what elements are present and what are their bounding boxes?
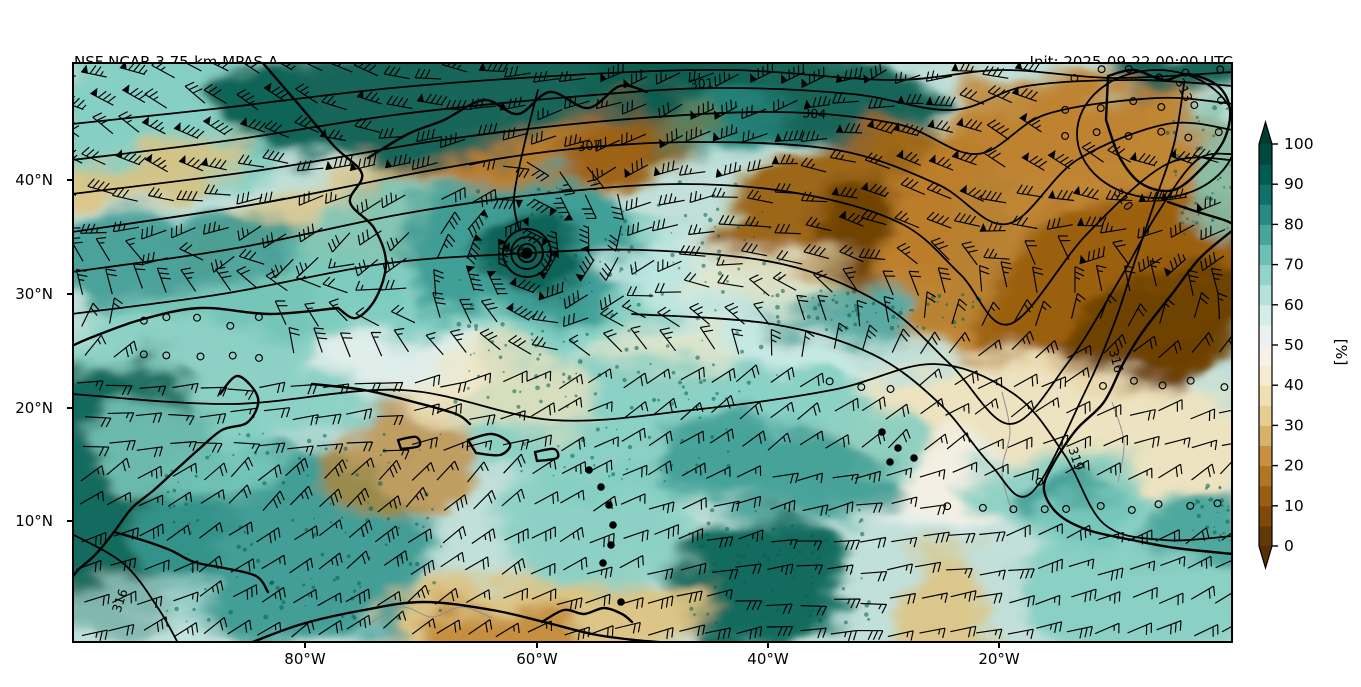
coastline bbox=[1166, 200, 1233, 226]
y-tick-label: 30°N bbox=[15, 284, 53, 303]
coastline bbox=[533, 447, 560, 463]
colorbar-gradient bbox=[1259, 144, 1272, 547]
colorbar-scale: 0 10 20 30 40 50 60 70 80 90 100 [%] bbox=[1258, 119, 1350, 571]
y-tick-label: 20°N bbox=[15, 398, 53, 417]
colorbar-unit-label: [%] bbox=[1332, 339, 1350, 366]
coastline bbox=[1042, 228, 1233, 556]
height-contour bbox=[72, 79, 1233, 161]
x-tick-mark bbox=[536, 643, 538, 648]
y-tick-label: 10°N bbox=[15, 512, 53, 531]
tropical-cyclone-symbol bbox=[502, 228, 552, 278]
colorbar-tick-label: 80 bbox=[1284, 215, 1304, 233]
height-contour bbox=[631, 83, 1185, 498]
x-tick-mark bbox=[304, 643, 306, 648]
y-tick-mark bbox=[67, 179, 72, 181]
humidity-field-layer bbox=[72, 62, 1233, 643]
height-contour bbox=[72, 121, 1233, 233]
humidity-speckle-layer bbox=[164, 105, 1233, 628]
y-tick-label: 40°N bbox=[15, 171, 53, 189]
x-tick-label: 80°W bbox=[284, 650, 326, 668]
coastline bbox=[540, 606, 634, 624]
height-contour bbox=[72, 156, 1233, 326]
x-tick-label: 20°W bbox=[978, 650, 1020, 668]
height-contour bbox=[513, 89, 539, 231]
y-tick-mark bbox=[67, 407, 72, 409]
x-tick-mark bbox=[767, 643, 769, 648]
island-dot bbox=[609, 521, 617, 529]
colorbar-tick-label: 0 bbox=[1284, 537, 1294, 555]
colorbar-tick-label: 100 bbox=[1284, 135, 1314, 153]
colorbar-arrow-top bbox=[1259, 122, 1272, 144]
colorbar-tick-label: 40 bbox=[1284, 376, 1304, 394]
coastline bbox=[366, 84, 649, 160]
coastline bbox=[72, 374, 260, 580]
colorbar-tick-label: 30 bbox=[1284, 416, 1304, 434]
x-tick-label: 40°W bbox=[747, 650, 789, 668]
island-dot bbox=[894, 444, 902, 452]
island-dot bbox=[599, 559, 607, 567]
coastline bbox=[248, 600, 674, 643]
height-contour bbox=[72, 363, 1233, 542]
island-dot bbox=[886, 458, 894, 466]
colorbar-ticks: 0 10 20 30 40 50 60 70 80 90 100 bbox=[1272, 135, 1314, 555]
island-dot bbox=[597, 483, 605, 491]
colorbar-tick-label: 50 bbox=[1284, 336, 1304, 354]
wind-barbs-layer bbox=[72, 62, 1233, 642]
y-tick-mark bbox=[67, 520, 72, 522]
plot-border bbox=[72, 62, 1233, 643]
borders-layer bbox=[371, 391, 1125, 623]
colorbar-tick-label: 90 bbox=[1284, 175, 1304, 193]
height-contour bbox=[72, 68, 1233, 125]
coastline bbox=[466, 432, 512, 457]
colorbar-tick-label: 10 bbox=[1284, 497, 1304, 515]
x-tick-mark bbox=[998, 643, 1000, 648]
contour-label: 319 bbox=[1065, 445, 1087, 472]
contour-label: 304 bbox=[802, 105, 827, 122]
island-dot bbox=[910, 454, 918, 462]
colorbar-arrow-bottom bbox=[1259, 546, 1272, 568]
x-tick-label: 60°W bbox=[516, 650, 558, 668]
y-tick-mark bbox=[67, 293, 72, 295]
map-plot-area: 301 304 307 310 313 316 319 316 bbox=[72, 62, 1233, 643]
contour-label: 316 bbox=[109, 587, 131, 614]
colorbar-tick-label: 60 bbox=[1284, 296, 1304, 314]
colorbar-tick-label: 20 bbox=[1284, 457, 1304, 475]
colorbar-tick-label: 70 bbox=[1284, 256, 1304, 274]
height-contour-closed bbox=[1076, 69, 1233, 199]
colorbar: 0 10 20 30 40 50 60 70 80 90 100 [%] bbox=[1240, 112, 1361, 592]
